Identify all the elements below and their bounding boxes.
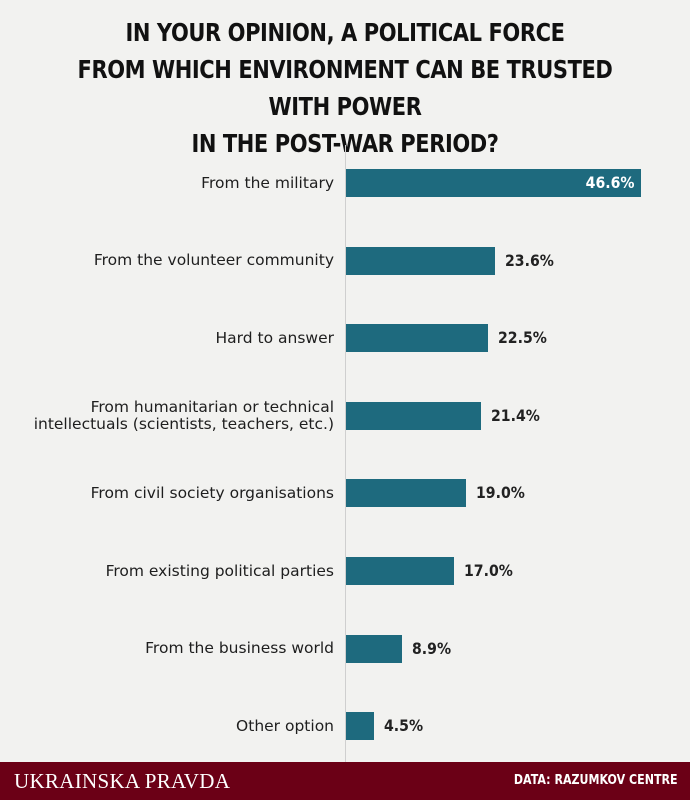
bar [346,169,641,197]
category-label: From humanitarian or technical intellect… [33,398,334,433]
category-label: From the military [201,174,334,192]
category-label: Hard to answer [215,329,335,347]
chart-title-line-2: FROM WHICH ENVIRONMENT CAN BE TRUSTED WI… [77,55,613,121]
bar [346,479,466,507]
category-label: From the volunteer community [93,251,334,269]
category-label: Other option [236,717,334,735]
bar [346,402,481,430]
footer-bar: UKRAINSKA PRAVDA DATA: RAZUMKOV CENTRE [0,762,690,800]
value-label: 21.4% [491,406,540,425]
value-label: 46.6% [586,173,635,192]
value-label: 8.9% [412,639,452,658]
chart-title: IN YOUR OPINION, A POLITICAL FORCE FROM … [55,14,635,162]
bar [346,635,402,663]
bar [346,712,374,740]
bar [346,247,495,275]
brand-logo: UKRAINSKA PRAVDA [14,769,231,793]
value-label: 22.5% [498,328,547,347]
value-label: 17.0% [464,561,513,580]
data-source: DATA: RAZUMKOV CENTRE [514,773,678,788]
value-label: 4.5% [384,716,424,735]
category-axis-line [345,145,346,765]
chart-title-line-1: IN YOUR OPINION, A POLITICAL FORCE [125,18,565,47]
category-label: From civil society organisations [90,484,334,502]
value-label: 23.6% [505,251,554,270]
bar [346,324,488,352]
value-label: 19.0% [476,483,525,502]
bar [346,557,454,585]
category-label: From existing political parties [105,562,334,580]
category-label: From the business world [145,639,334,657]
